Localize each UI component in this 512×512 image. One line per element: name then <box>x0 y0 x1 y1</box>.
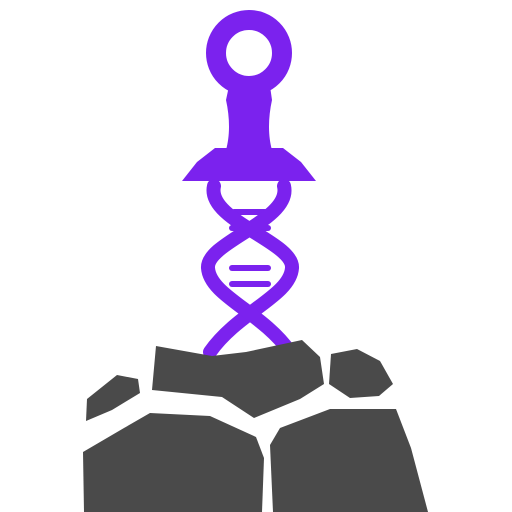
sword-crossguard-icon <box>182 148 316 181</box>
dna-helix-icon <box>201 179 299 359</box>
sword-grip-icon <box>226 86 272 150</box>
stone-rocks-icon <box>83 340 428 512</box>
sword-pommel-icon <box>206 10 292 96</box>
